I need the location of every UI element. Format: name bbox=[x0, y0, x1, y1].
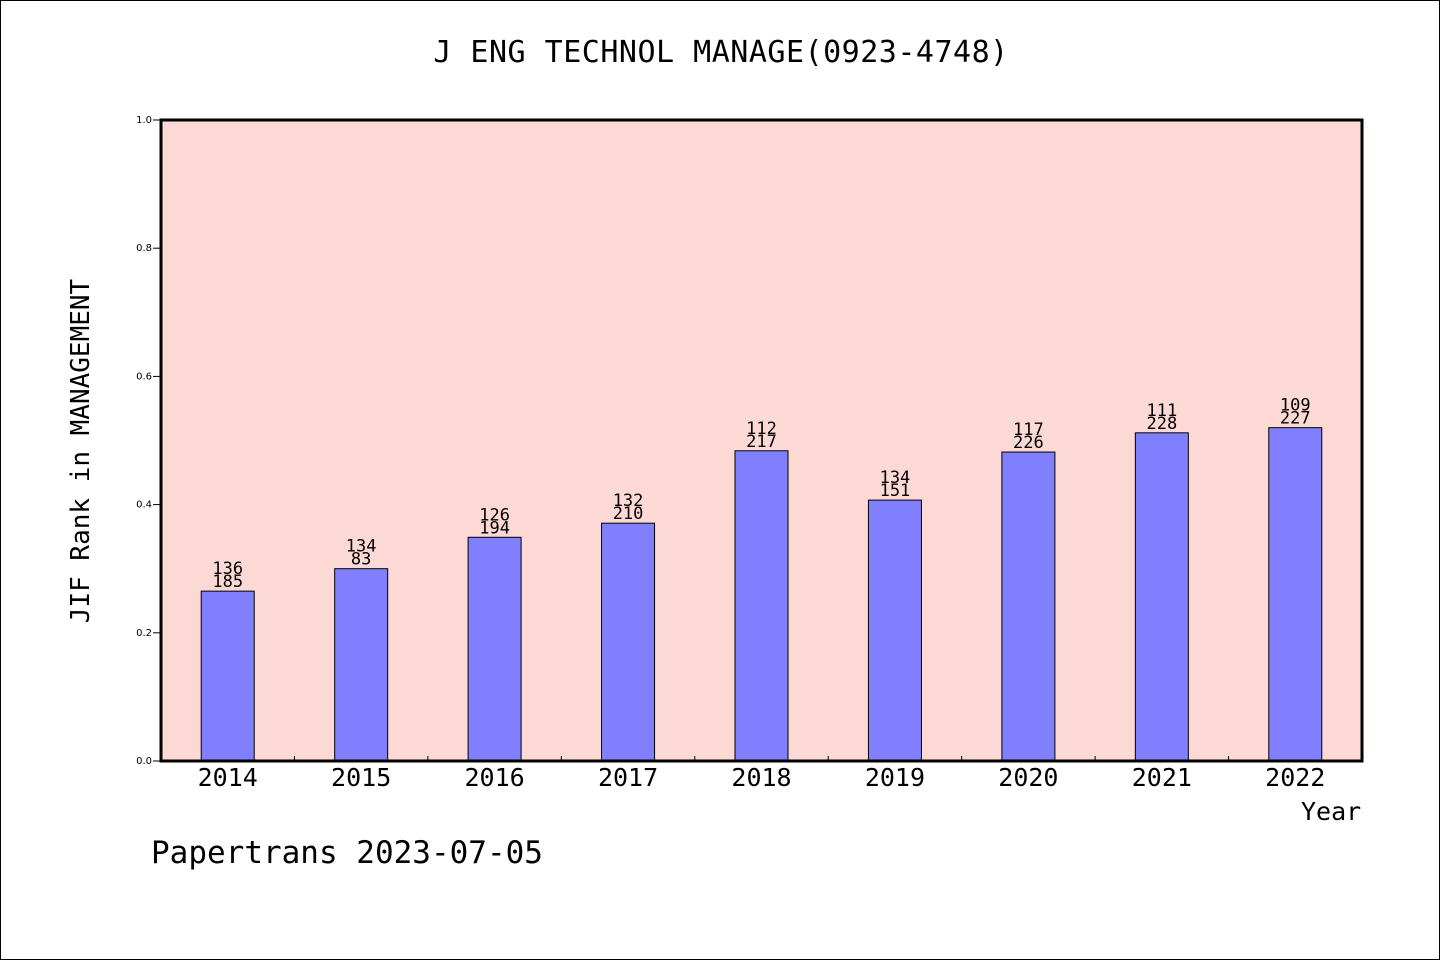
bar bbox=[1134, 432, 1189, 762]
bar bbox=[1001, 451, 1056, 762]
bar-annotation-bottom: 227 bbox=[1280, 409, 1311, 429]
chart-title: J ENG TECHNOL MANAGE(0923-4748) bbox=[433, 35, 1009, 70]
bar-annotation-bottom: 194 bbox=[479, 518, 510, 538]
bar-annotation-top: 134 bbox=[346, 537, 377, 557]
bar-annotation-bottom: 151 bbox=[880, 481, 911, 501]
y-tick-label: 0.8 bbox=[136, 243, 152, 254]
bar-annotation-top: 117 bbox=[1013, 420, 1044, 440]
x-tick-label: 2022 bbox=[1265, 763, 1325, 792]
x-tick-label: 2019 bbox=[865, 763, 925, 792]
bar-annotation-bottom: 217 bbox=[746, 432, 777, 452]
bar bbox=[734, 450, 789, 762]
x-tick-label: 2020 bbox=[998, 763, 1058, 792]
bar-annotation-top: 134 bbox=[880, 468, 911, 488]
y-tick-label: 1.0 bbox=[136, 115, 152, 126]
x-tick-label: 2017 bbox=[598, 763, 658, 792]
x-tick-label: 2015 bbox=[331, 763, 391, 792]
plot-frame bbox=[159, 118, 1364, 763]
x-tick-label: 2014 bbox=[198, 763, 258, 792]
bar-annotation-top: 112 bbox=[746, 419, 777, 439]
bar-annotation-bottom: 83 bbox=[351, 550, 371, 570]
y-tick-label: 0.4 bbox=[136, 500, 152, 511]
bar bbox=[601, 522, 656, 762]
x-tick-label: 2016 bbox=[465, 763, 525, 792]
y-tick-label: 0.0 bbox=[136, 756, 152, 767]
y-tick-label: 0.2 bbox=[136, 628, 152, 639]
bar bbox=[1268, 427, 1323, 762]
bar-annotation-bottom: 226 bbox=[1013, 433, 1044, 453]
bar-annotation-top: 126 bbox=[479, 505, 510, 525]
bar bbox=[200, 590, 255, 762]
bar-annotation-bottom: 228 bbox=[1146, 414, 1177, 434]
bar bbox=[867, 499, 922, 762]
bar-annotation-top: 136 bbox=[212, 559, 243, 579]
x-axis-label: Year bbox=[1301, 797, 1362, 826]
bar bbox=[467, 536, 522, 762]
bar bbox=[334, 568, 389, 762]
bar-annotation-top: 109 bbox=[1280, 396, 1311, 416]
x-tick-label: 2018 bbox=[731, 763, 791, 792]
x-tick-label: 2021 bbox=[1132, 763, 1192, 792]
bar-annotation-bottom: 185 bbox=[212, 572, 243, 592]
bar-annotation-top: 111 bbox=[1146, 401, 1177, 421]
bar-annotation-top: 132 bbox=[613, 491, 644, 511]
y-tick-label: 0.6 bbox=[136, 371, 152, 382]
bar-annotation-bottom: 210 bbox=[613, 504, 644, 524]
footer-credit: Papertrans 2023-07-05 bbox=[151, 835, 543, 871]
